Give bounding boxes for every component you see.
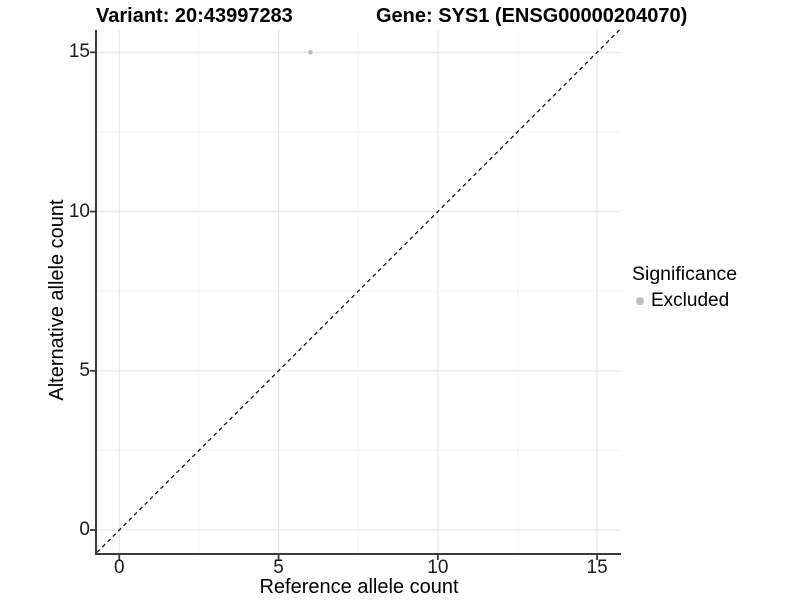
legend-title: Significance [632,263,738,285]
legend-entry-label: Excluded [651,290,730,311]
plot-title-variant: Variant: 20:43997283 [96,5,293,27]
x-tick-label: 15 [586,557,608,578]
x-tick-label: 10 [427,557,449,578]
y-tick-label: 5 [79,359,90,381]
y-tick-label: 10 [68,200,90,222]
y-tick-label: 0 [79,519,90,541]
plot-title-gene: Gene: SYS1 (ENSG00000204070) [376,5,688,27]
legend-point-icon [636,297,644,305]
x-axis-title: Reference allele count [259,576,459,598]
x-tick-label: 5 [273,557,284,578]
legend: Significance Excluded [632,263,737,312]
data-point [308,49,313,55]
legend-entry-excluded: Excluded [632,290,737,312]
identity-line [96,29,620,553]
x-tick-label: 0 [114,557,125,578]
y-axis-title: Alternative allele count [46,199,68,401]
y-tick-label: 15 [68,41,90,63]
